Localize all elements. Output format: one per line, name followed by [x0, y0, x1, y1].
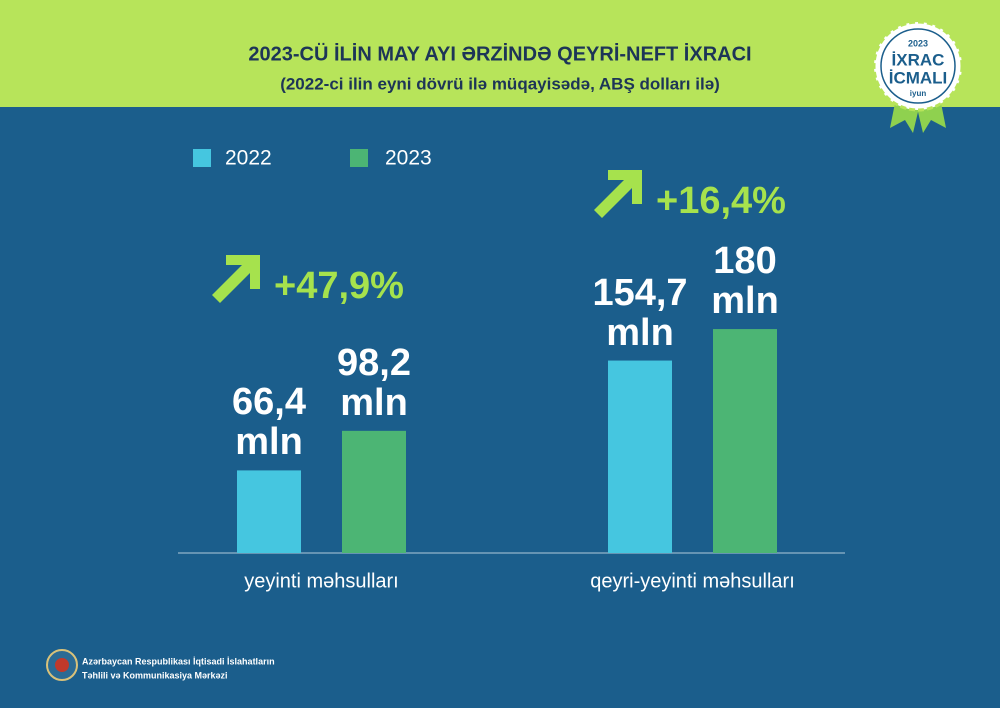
- subtitle: (2022-ci ilin eyni dövrü ilə müqayisədə,…: [280, 74, 720, 93]
- header-band: [0, 0, 1000, 107]
- bar: [342, 430, 406, 553]
- growth-annotation: +16,4%: [656, 180, 786, 222]
- legend-label: 2023: [385, 147, 432, 170]
- badge-line: İXRAC: [892, 50, 945, 69]
- footer-text: Təhlili və Kommunikasiya Mərkəzi: [82, 670, 228, 680]
- badge-year: 2023: [908, 38, 928, 48]
- arrow-icon: [594, 170, 642, 218]
- x-tick-label: yeyinti məhsulları: [244, 570, 399, 592]
- x-tick-label: qeyri-yeyinti məhsulları: [590, 570, 795, 592]
- badge-month: iyun: [910, 89, 927, 98]
- title: 2023-CÜ İLİN MAY AYI ƏRZİNDƏ QEYRİ-NEFT …: [248, 42, 751, 65]
- badge: 2023 İXRAC İCMALI iyun: [872, 20, 964, 133]
- legend-swatch: [193, 149, 211, 167]
- legend-swatch: [350, 149, 368, 167]
- arrow-icon: [212, 255, 260, 303]
- value-label: 154,7 mln: [592, 271, 688, 354]
- value-label: 66,4 mln: [232, 381, 306, 464]
- legend-label: 2022: [225, 147, 272, 170]
- badge-line: İCMALI: [889, 68, 948, 87]
- emblem: [46, 649, 78, 681]
- bar: [237, 470, 301, 553]
- bar: [608, 360, 672, 553]
- value-label: 180 mln: [711, 240, 779, 323]
- growth-annotation: +47,9%: [274, 265, 404, 307]
- value-label: 98,2 mln: [337, 341, 411, 424]
- bar: [713, 329, 777, 553]
- footer-text: Azərbaycan Respublikası İqtisadi İslahat…: [82, 656, 275, 666]
